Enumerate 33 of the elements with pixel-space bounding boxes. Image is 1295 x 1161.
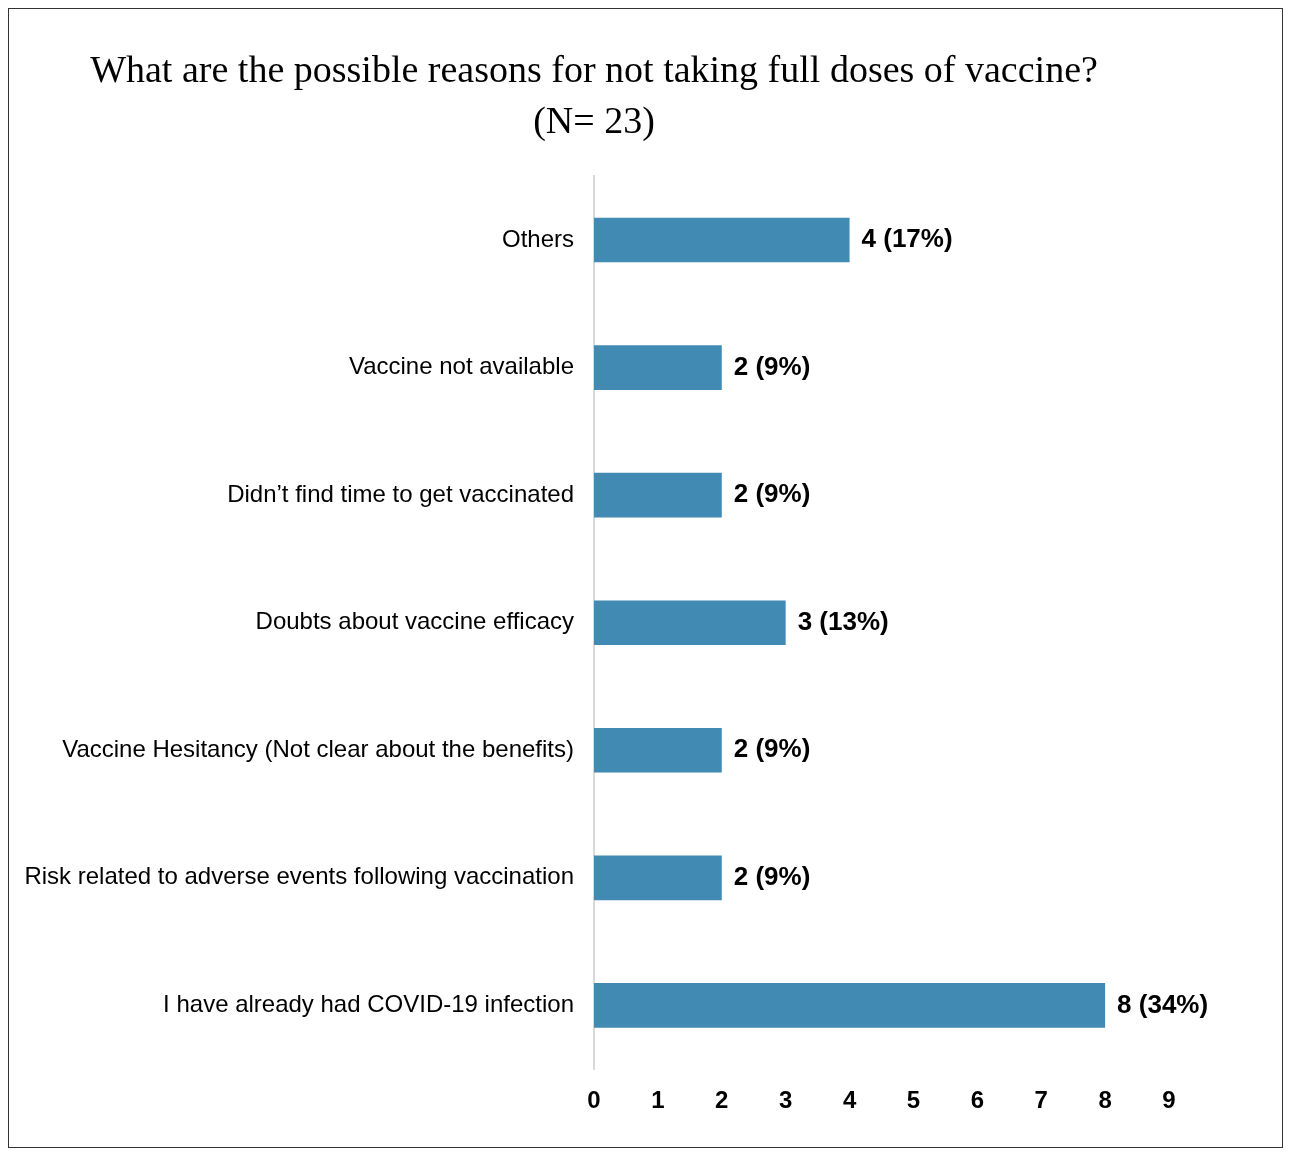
x-tick-label: 7: [1034, 1086, 1048, 1114]
data-label: 2 (9%): [733, 861, 811, 892]
y-tick-label: Risk related to adverse events following vaccination: [24, 862, 574, 890]
data-label: 2 (9%): [733, 478, 811, 509]
y-tick-label: Others: [501, 224, 574, 252]
x-tick-label: 8: [1098, 1086, 1112, 1114]
y-tick-label: Vaccine not available: [348, 352, 574, 380]
y-tick-label: Doubts about vaccine efficacy: [255, 607, 574, 635]
chart-title: What are the possible reasons for not taking full doses of vaccine?: [90, 47, 1098, 90]
bar: [594, 983, 1106, 1028]
x-tick-label: 4: [842, 1086, 857, 1114]
data-label: 2 (9%): [733, 350, 811, 381]
x-tick-label: 5: [906, 1086, 921, 1114]
x-tick-label: 3: [778, 1086, 793, 1114]
chart-subtitle: (N= 23): [533, 99, 655, 143]
y-tick-label: Didn’t find time to get vaccinated: [227, 479, 574, 507]
x-tick-label: 6: [970, 1086, 985, 1114]
y-tick-label: I have already had COVID-19 infection: [163, 990, 574, 1018]
data-label: 4 (17%): [861, 223, 953, 254]
x-tick-label: 2: [715, 1086, 729, 1114]
bar: [594, 600, 786, 646]
x-tick-label: 1: [651, 1086, 665, 1114]
data-label: 2 (9%): [733, 733, 811, 764]
bar: [594, 472, 722, 518]
y-tick-label: Vaccine Hesitancy (Not clear about the benefits): [62, 734, 574, 762]
data-label: 3 (13%): [797, 605, 889, 636]
x-tick-label: 9: [1162, 1086, 1176, 1114]
bar: [594, 217, 850, 263]
bar: [594, 855, 722, 901]
x-tick-label: 0: [587, 1086, 601, 1114]
bar: [594, 345, 722, 390]
bar: [594, 727, 722, 773]
data-label: 8 (34%): [1117, 988, 1209, 1019]
